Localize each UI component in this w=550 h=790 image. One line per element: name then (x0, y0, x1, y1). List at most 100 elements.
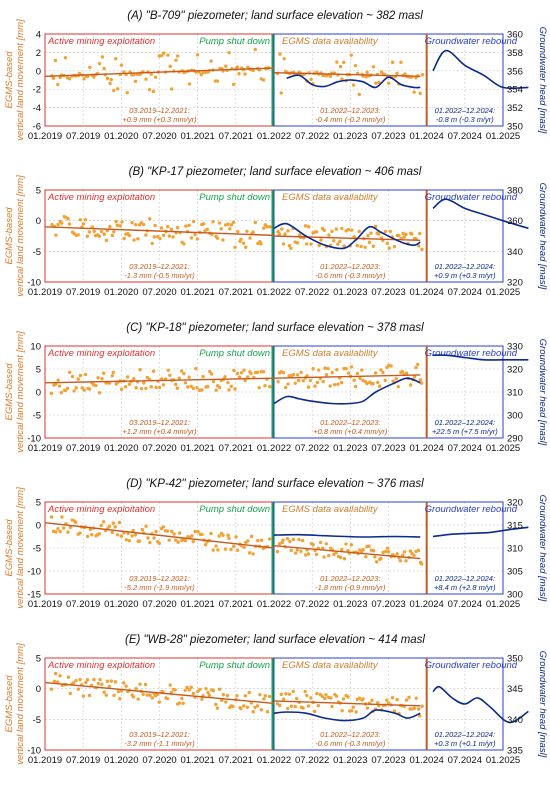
land-movement-point (92, 677, 96, 682)
land-movement-point (101, 520, 106, 524)
note-value-2: -0.4 mm (-0.2 mm/yr) (315, 115, 386, 124)
note-period-1: 03.2019–12.2021: (129, 262, 189, 271)
land-movement-point (131, 695, 136, 699)
land-movement-point (200, 697, 204, 701)
land-movement-point (401, 231, 405, 236)
land-movement-point (367, 544, 371, 548)
phase-label-egms: EGMS data availability (282, 348, 379, 359)
panel-d: (D) "KP-42" piezometer; land surface ele… (4, 478, 548, 610)
land-movement-point (152, 235, 156, 239)
x-tick-label: 01.2025 (486, 131, 520, 142)
land-movement-point (82, 388, 86, 392)
land-movement-point (311, 367, 315, 371)
land-movement-point (166, 53, 170, 57)
x-tick-label: 01.2024 (409, 131, 443, 142)
land-movement-point (408, 707, 412, 711)
land-movement-point (168, 64, 172, 69)
land-movement-point (102, 232, 106, 236)
land-movement-point (293, 551, 298, 555)
land-movement-point (395, 71, 399, 76)
land-movement-point (332, 238, 336, 243)
note-value-2: +0.8 mm (+0.4 mm/yr) (313, 427, 388, 436)
land-movement-point (111, 521, 115, 525)
land-movement-point (306, 225, 311, 229)
land-movement-point (102, 66, 106, 71)
land-movement-point (365, 70, 369, 75)
land-movement-point (296, 378, 301, 383)
note-period-1: 03.2019–12.2021: (129, 730, 189, 739)
groundwater-head-line (273, 377, 421, 405)
land-movement-point (392, 244, 397, 249)
land-movement-point (279, 692, 283, 697)
land-movement-point (315, 691, 319, 696)
land-movement-point (57, 384, 62, 388)
land-movement-point (161, 51, 166, 55)
land-movement-point (286, 382, 290, 386)
land-movement-point (407, 695, 411, 700)
land-movement-point (108, 81, 112, 86)
land-movement-point (309, 696, 313, 700)
left-tick-label: -5 (33, 715, 41, 726)
land-movement-point (237, 375, 242, 379)
x-tick-label: 01.2024 (409, 755, 443, 766)
land-movement-point (338, 239, 342, 244)
land-movement-point (211, 548, 215, 552)
land-movement-point (373, 224, 378, 229)
x-tick-label: 01.2025 (486, 443, 520, 454)
land-movement-point (104, 693, 108, 697)
land-movement-point (295, 373, 300, 377)
left-tick-label: 0 (36, 388, 41, 399)
land-movement-point (189, 685, 193, 690)
land-movement-point (259, 538, 264, 542)
x-tick-label: 07.2019 (66, 131, 100, 142)
land-movement-point (196, 689, 200, 694)
left-tick-label: -10 (27, 278, 41, 289)
right-tick-label: 340 (507, 247, 523, 258)
land-movement-point (402, 235, 406, 239)
land-movement-point (51, 76, 56, 81)
land-movement-point (390, 696, 395, 700)
land-movement-point (85, 234, 89, 239)
land-movement-point (231, 704, 235, 709)
land-movement-point (60, 515, 64, 519)
x-tick-label: 01.2023 (333, 443, 367, 454)
land-movement-point (235, 371, 240, 376)
land-movement-point (174, 538, 178, 542)
land-movement-point (144, 524, 148, 528)
land-movement-point (349, 365, 354, 369)
x-tick-label: 07.2021 (219, 287, 253, 298)
land-movement-point (97, 61, 102, 66)
land-movement-point (99, 229, 104, 234)
land-movement-point (306, 552, 311, 556)
left-axis-title-1: EGMS-based (4, 363, 15, 421)
land-movement-point (371, 381, 375, 386)
land-movement-point (221, 692, 225, 697)
x-tick-label: 01.2024 (409, 287, 443, 298)
land-movement-point (134, 223, 138, 227)
left-tick-label: 0 (36, 521, 41, 532)
land-movement-point (414, 696, 418, 700)
land-movement-point (275, 549, 280, 554)
land-movement-point (53, 58, 58, 63)
land-movement-point (119, 387, 124, 391)
x-tick-label: 07.2021 (219, 755, 253, 766)
land-movement-point (200, 388, 204, 392)
right-tick-label: 310 (507, 544, 523, 555)
land-movement-point (110, 374, 114, 378)
phase-label-mining: Active mining exploitation (47, 504, 155, 515)
land-movement-point (177, 701, 182, 705)
left-axis-title-2: vertical land movement [mm] (15, 487, 26, 609)
groundwater-head-line (432, 685, 529, 724)
land-movement-point (416, 362, 420, 367)
land-movement-point (247, 551, 252, 555)
land-movement-point (231, 220, 236, 225)
phase-label-egms: EGMS data availability (282, 660, 379, 671)
x-tick-label: 07.2019 (66, 287, 100, 298)
note-period-1: 03.2019–12.2021: (129, 574, 189, 583)
land-movement-point (361, 547, 365, 552)
land-movement-point (168, 683, 172, 687)
land-movement-point (280, 227, 284, 231)
land-movement-point (104, 238, 109, 243)
land-movement-point (232, 368, 236, 373)
land-movement-point (263, 694, 268, 698)
